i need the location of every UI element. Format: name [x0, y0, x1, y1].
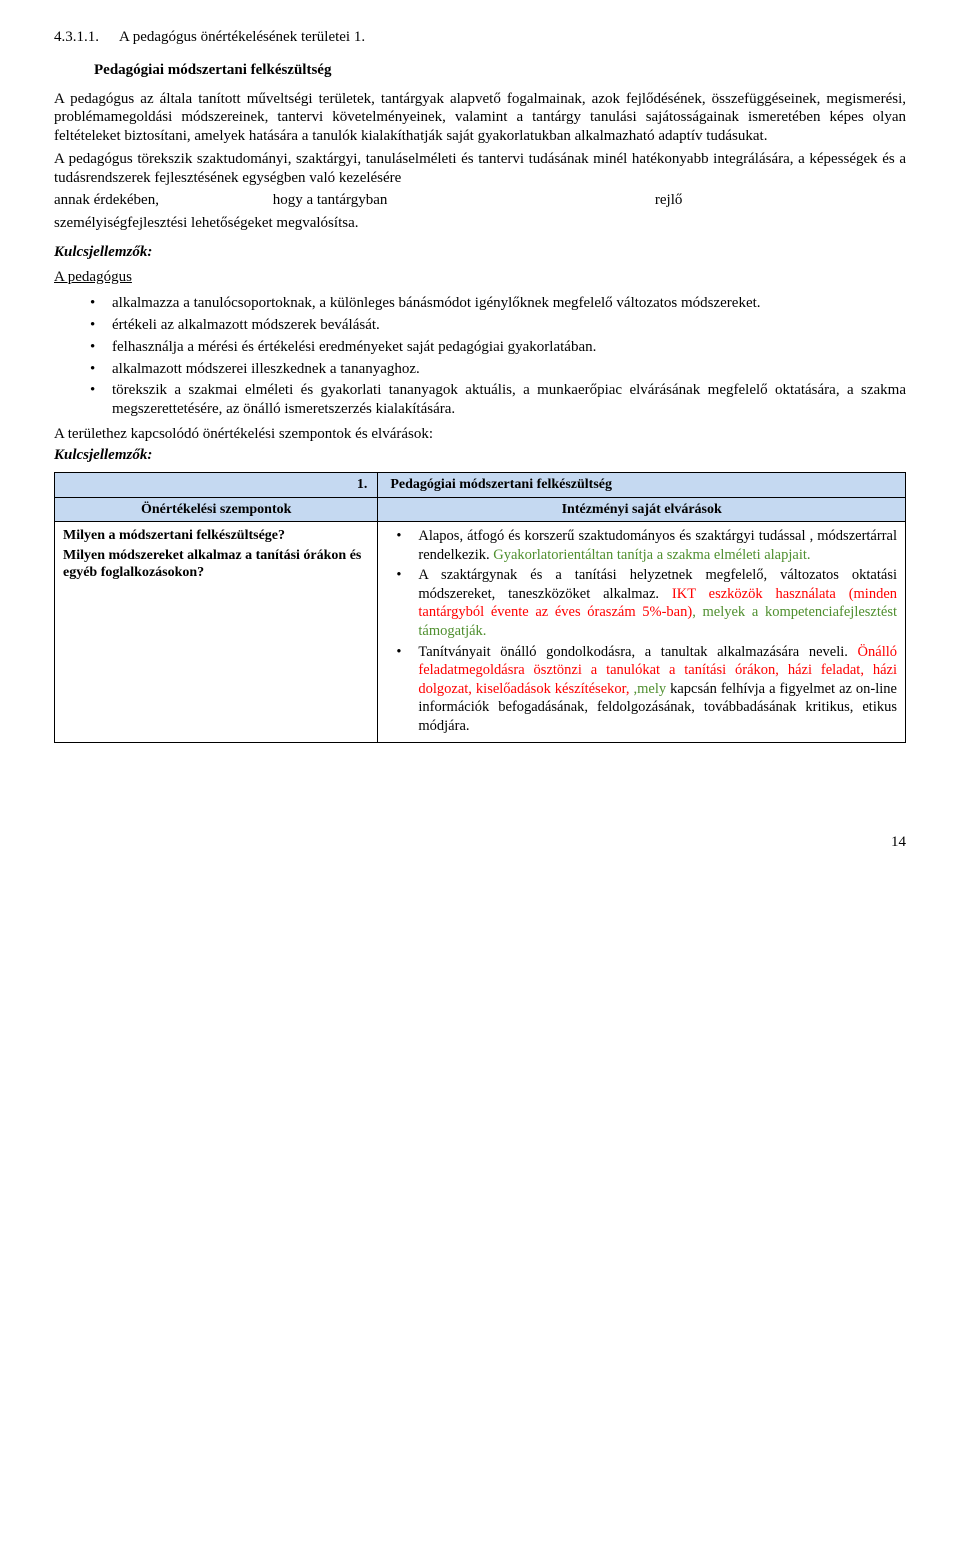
p3-b: hogy a tantárgyban [273, 192, 388, 208]
r1-green: Gyakorlatorientáltan tanítja a szakma el… [493, 547, 810, 563]
heading-pedagogiai: Pedagógiai módszertani felkészültség [94, 61, 906, 80]
r3-green: ,mely [630, 681, 667, 697]
table-left-cell: Milyen a módszertani felkészültsége? Mil… [55, 522, 378, 743]
evaluation-table: 1. Pedagógiai módszertani felkészültség … [54, 472, 906, 743]
table-header-row: 1. Pedagógiai módszertani felkészültség [55, 473, 906, 498]
bullet-list: alkalmazza a tanulócsoportoknak, a külön… [54, 294, 906, 419]
table-header-title: Pedagógiai módszertani felkészültség [378, 473, 906, 498]
paragraph-3: annak érdekében, hogy a tantárgyban rejl… [54, 191, 906, 210]
a-pedagogus-label: A pedagógus [54, 268, 906, 287]
paragraph-2: A pedagógus törekszik szaktudományi, sza… [54, 150, 906, 188]
after-list-text: A területhez kapcsolódó önértékelési sze… [54, 425, 906, 444]
p3-c: rejlő [655, 192, 683, 208]
table-col-left-header: Önértékelési szempontok [55, 497, 378, 522]
r3-black-1: Tanítványait önálló gondolkodásra, a tan… [418, 644, 848, 660]
list-item: felhasználja a mérési és értékelési ered… [90, 338, 906, 357]
section-title: A pedagógus önértékelésének területei 1. [119, 29, 365, 45]
left-question-2: Milyen módszereket alkalmaz a tanítási ó… [63, 547, 369, 582]
section-heading: 4.3.1.1. A pedagógus önértékelésének ter… [54, 28, 906, 47]
list-item: alkalmazza a tanulócsoportoknak, a külön… [90, 294, 906, 313]
section-number: 4.3.1.1. [54, 28, 116, 47]
kulcsjellemzok-label-2: Kulcsjellemzők: [54, 446, 906, 465]
p3-a: annak érdekében, [54, 192, 159, 208]
list-item: értékeli az alkalmazott módszerek beválá… [90, 316, 906, 335]
list-item: Alapos, átfogó és korszerű szaktudományo… [396, 527, 897, 564]
table-row: Milyen a módszertani felkészültsége? Mil… [55, 522, 906, 743]
table-col-right-header: Intézményi saját elvárások [378, 497, 906, 522]
paragraph-1: A pedagógus az általa tanított műveltség… [54, 90, 906, 146]
kulcsjellemzok-label-1: Kulcsjellemzők: [54, 243, 906, 262]
paragraph-4: személyiségfejlesztési lehetőségeket meg… [54, 214, 906, 233]
table-header-number: 1. [55, 473, 378, 498]
list-item: Tanítványait önálló gondolkodásra, a tan… [396, 643, 897, 736]
table-bullet-list: Alapos, átfogó és korszerű szaktudományo… [382, 527, 897, 735]
list-item: A szaktárgynak és a tanítási helyzetnek … [396, 566, 897, 640]
left-question-1: Milyen a módszertani felkészültsége? [63, 527, 369, 545]
table-right-cell: Alapos, átfogó és korszerű szaktudományo… [378, 522, 906, 743]
list-item: törekszik a szakmai elméleti és gyakorla… [90, 381, 906, 419]
list-item: alkalmazott módszerei illeszkednek a tan… [90, 360, 906, 379]
table-subheader-row: Önértékelési szempontok Intézményi saját… [55, 497, 906, 522]
page-number: 14 [54, 833, 906, 852]
